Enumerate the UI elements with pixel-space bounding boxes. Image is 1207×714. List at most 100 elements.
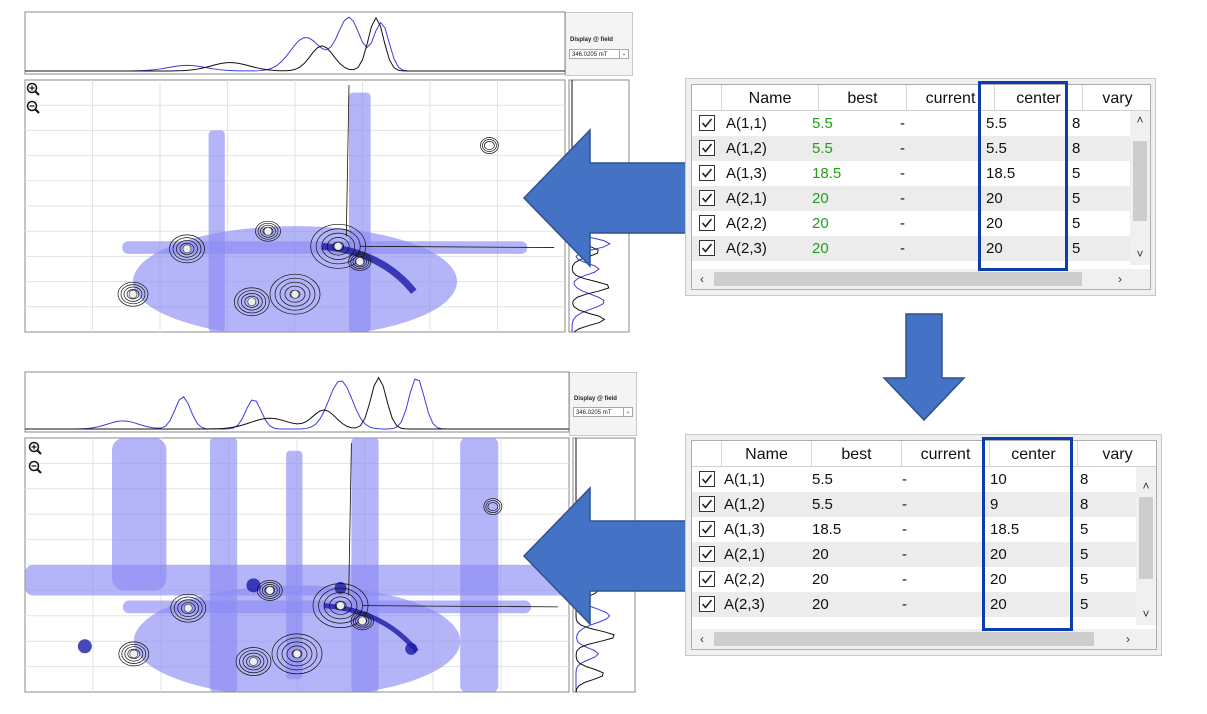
chevron-up-icon[interactable]: ˄ — [1136, 113, 1144, 127]
checkbox-checked-icon[interactable] — [699, 496, 715, 512]
table-row[interactable]: A(2,3) 20 - 20 5 — [692, 236, 1130, 261]
horizontal-scrollbar[interactable]: ‹ › — [692, 269, 1150, 289]
top-contour-plot[interactable] — [0, 0, 640, 340]
chevron-down-icon[interactable]: ˅ — [1142, 607, 1150, 621]
checkbox-checked-icon[interactable] — [699, 115, 715, 131]
cell-name: A(1,1) — [726, 115, 767, 132]
vertical-scroll-thumb[interactable] — [1133, 141, 1147, 221]
cell-best: 5.5 — [812, 471, 833, 488]
table-row[interactable]: A(2,1) 20 - 20 5 — [692, 186, 1130, 211]
col-header-best[interactable]: best — [812, 441, 902, 466]
experimental-contour — [121, 643, 147, 664]
top-field-select[interactable]: 346.0205 mT ⌄ — [569, 49, 629, 59]
checkbox-checked-icon[interactable] — [699, 165, 715, 181]
chevron-up-icon[interactable]: ˄ — [1142, 479, 1150, 493]
experimental-contour — [352, 255, 367, 268]
zoom-out-icon[interactable] — [28, 460, 42, 474]
simulated-contour — [133, 226, 457, 332]
cell-best: 5.5 — [812, 496, 833, 513]
checkbox-checked-icon[interactable] — [699, 140, 715, 156]
col-header-name[interactable]: Name — [722, 441, 812, 466]
table-row[interactable]: A(2,3) 20 - 20 5 — [692, 592, 1136, 617]
experimental-contour — [235, 647, 272, 676]
cell-vary: 5 — [1072, 215, 1081, 232]
cell-name: A(2,1) — [726, 190, 767, 207]
chevron-left-icon[interactable]: ‹ — [700, 272, 704, 286]
cell-best: 20 — [812, 240, 829, 257]
chevron-down-icon[interactable]: ⌄ — [623, 408, 632, 416]
cell-vary: 5 — [1072, 190, 1081, 207]
experimental-contour — [284, 285, 306, 303]
col-header-current[interactable]: current — [907, 85, 995, 110]
experimental-peak — [247, 297, 257, 307]
horizontal-scrollbar[interactable]: ‹ › — [692, 629, 1156, 649]
cell-vary: 5 — [1080, 596, 1089, 613]
cell-center: 5.5 — [986, 115, 1007, 132]
simulated-contour — [25, 565, 569, 596]
chevron-down-icon[interactable]: ⌄ — [619, 50, 628, 58]
experimental-contour — [117, 281, 149, 307]
vertical-scrollbar[interactable]: ˄ ˅ — [1136, 467, 1156, 625]
experimental-contour — [237, 290, 267, 314]
chevron-left-icon[interactable]: ‹ — [700, 632, 704, 646]
checkbox-checked-icon[interactable] — [699, 546, 715, 562]
cell-current: - — [902, 546, 907, 563]
table-row[interactable]: A(2,2) 20 - 20 5 — [692, 567, 1136, 592]
chevron-right-icon[interactable]: › — [1118, 272, 1122, 286]
checkbox-checked-icon[interactable] — [699, 521, 715, 537]
table-row[interactable]: A(1,2) 5.5 - 9 8 — [692, 492, 1136, 517]
table-row[interactable]: A(1,3) 18.5 - 18.5 5 — [692, 161, 1130, 186]
checkbox-checked-icon[interactable] — [699, 240, 715, 256]
simulated-contour-dark — [77, 639, 92, 654]
bottom-parameter-table: Name best current center vary A(1,1) 5.5 -… — [691, 440, 1157, 650]
experimental-contour — [120, 284, 146, 305]
cell-center: 20 — [990, 571, 1007, 588]
experimental-contour — [286, 645, 308, 663]
cell-best: 20 — [812, 190, 829, 207]
checkbox-checked-icon[interactable] — [699, 215, 715, 231]
top-projection-frame — [24, 371, 570, 433]
table-row[interactable]: A(2,2) 20 - 20 5 — [692, 211, 1130, 236]
cell-center: 20 — [990, 596, 1007, 613]
cell-center: 20 — [986, 215, 1003, 232]
col-header-vary[interactable]: vary — [1083, 85, 1150, 110]
table-row[interactable]: A(2,1) 20 - 20 5 — [692, 542, 1136, 567]
experimental-contour — [124, 646, 144, 662]
chevron-down-icon[interactable]: ˅ — [1136, 247, 1144, 261]
experimental-peak — [249, 657, 258, 666]
table-row[interactable]: A(1,1) 5.5 - 5.5 8 — [692, 111, 1130, 136]
table-row[interactable]: A(1,1) 5.5 - 10 8 — [692, 467, 1136, 492]
horizontal-scroll-thumb[interactable] — [714, 272, 1082, 286]
col-header-current[interactable]: current — [902, 441, 990, 466]
horizontal-scroll-thumb[interactable] — [714, 632, 1094, 646]
cell-center: 20 — [986, 190, 1003, 207]
col-header-center[interactable]: center — [990, 441, 1078, 466]
zoom-in-icon[interactable] — [28, 441, 42, 455]
cell-name: A(1,1) — [724, 471, 765, 488]
checkbox-checked-icon[interactable] — [699, 571, 715, 587]
zoom-out-icon[interactable] — [26, 100, 40, 114]
cell-name: A(2,3) — [726, 240, 767, 257]
bottom-field-select[interactable]: 346.0205 mT ⌄ — [573, 407, 633, 417]
checkbox-checked-icon[interactable] — [699, 190, 715, 206]
zoom-in-icon[interactable] — [26, 82, 40, 96]
bottom-display-field-label: Display @ field — [574, 396, 617, 402]
checkbox-checked-icon[interactable] — [699, 596, 715, 612]
projection-curve-black — [25, 376, 569, 430]
cell-current: - — [900, 240, 905, 257]
col-header-best[interactable]: best — [819, 85, 907, 110]
experimental-contour — [256, 580, 283, 601]
top-parameter-table: Name best current center vary A(1,1) 5.5 -… — [691, 84, 1151, 290]
experimental-contour — [233, 287, 270, 317]
experimental-contour — [126, 289, 140, 300]
col-header-center[interactable]: center — [995, 85, 1083, 110]
table-row[interactable]: A(1,2) 5.5 - 5.5 8 — [692, 136, 1130, 161]
col-header-vary[interactable]: vary — [1078, 441, 1156, 466]
checkbox-checked-icon[interactable] — [699, 471, 715, 487]
table-row[interactable]: A(1,3) 18.5 - 18.5 5 — [692, 517, 1136, 542]
col-header-name[interactable]: Name — [722, 85, 819, 110]
vertical-scroll-thumb[interactable] — [1139, 497, 1153, 579]
experimental-contour — [334, 600, 347, 611]
vertical-scrollbar[interactable]: ˄ ˅ — [1130, 111, 1150, 265]
chevron-right-icon[interactable]: › — [1126, 632, 1130, 646]
